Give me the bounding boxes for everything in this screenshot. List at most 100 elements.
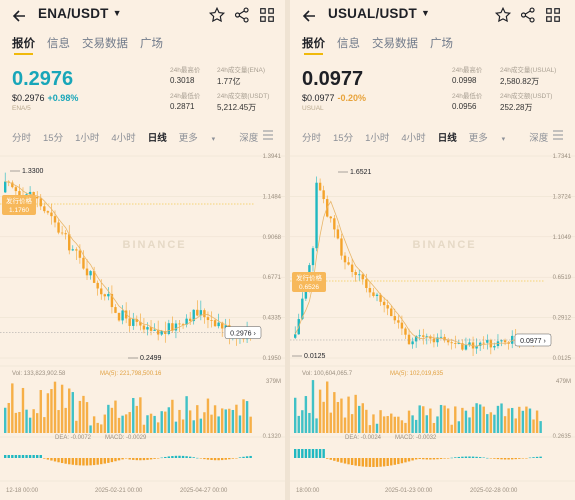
candle xyxy=(301,298,304,320)
macd-bar xyxy=(114,458,117,462)
volume-bar xyxy=(340,398,343,433)
tab-info[interactable]: 信息 xyxy=(47,38,70,50)
macd-bar xyxy=(493,458,496,459)
pair-selector[interactable]: USUAL/USDT ▼ xyxy=(328,6,430,21)
candle xyxy=(457,343,461,344)
grid-icon[interactable] xyxy=(258,6,276,24)
tab-trading-data[interactable]: 交易数据 xyxy=(82,38,128,50)
macd-bar xyxy=(468,456,471,458)
macd-bar xyxy=(217,458,220,461)
tf-15m[interactable]: 15分 xyxy=(43,133,64,144)
volume-bar xyxy=(196,405,199,433)
macd-bar xyxy=(11,455,14,458)
volume-bar xyxy=(301,410,304,433)
volume-bar xyxy=(164,411,167,433)
candle xyxy=(358,274,361,276)
candlestick-chart[interactable]: 1.7341 1.3724 1.1049 0.6519 0.2912 0.0125 BINA… xyxy=(290,148,575,498)
volume-readout: Vol: 100,604,065.7 xyxy=(302,371,353,377)
tab-square[interactable]: 广场 xyxy=(140,38,163,50)
volume-bar xyxy=(429,408,432,433)
candle xyxy=(82,257,85,269)
tab-quote[interactable]: 报价 xyxy=(302,38,325,50)
tf-1d[interactable]: 日线 xyxy=(147,133,167,144)
volume-bar xyxy=(446,408,450,433)
volume-bar xyxy=(121,415,124,433)
tf-more[interactable]: 更多 ▾ xyxy=(468,133,506,144)
macd-bar xyxy=(224,458,227,460)
volume-bar xyxy=(110,407,114,433)
tab-square[interactable]: 广场 xyxy=(430,38,453,50)
chart-settings-icon[interactable] xyxy=(551,128,565,142)
macd-bar xyxy=(311,449,315,458)
volume-bar xyxy=(96,422,99,433)
volume-bar xyxy=(450,424,453,433)
candle xyxy=(404,328,407,335)
axis-label: 1.3724 xyxy=(553,194,572,200)
volume-bar xyxy=(304,396,308,433)
star-icon[interactable] xyxy=(208,6,226,24)
macd-bar xyxy=(36,455,39,458)
candle xyxy=(382,301,386,306)
current-price-label: 0.2976 › xyxy=(230,331,256,338)
candlestick-chart[interactable]: 1.3941 1.1484 0.9068 0.6771 0.4335 0.1950 BINA… xyxy=(0,148,285,498)
tf-1d[interactable]: 日线 xyxy=(437,133,457,144)
issue-price-tag xyxy=(2,195,36,215)
tf-1h[interactable]: 1小时 xyxy=(75,133,100,144)
macd-bar xyxy=(64,458,67,464)
candle xyxy=(368,288,372,293)
macd-bar xyxy=(407,458,411,462)
macd-bar xyxy=(164,456,167,458)
candle xyxy=(75,249,78,251)
pair-label: ENA/USDT xyxy=(38,6,109,21)
macd-bar xyxy=(429,458,432,460)
tf-15m[interactable]: 15分 xyxy=(333,133,354,144)
volume-bar xyxy=(372,414,375,433)
tf-more[interactable]: 更多 ▾ xyxy=(178,133,216,144)
volume-bar xyxy=(475,403,478,433)
tf-depth[interactable]: 深度 xyxy=(529,133,549,144)
tf-1h[interactable]: 1小时 xyxy=(365,133,390,144)
panel-divider xyxy=(285,0,290,500)
candle xyxy=(60,232,64,234)
date-label: 2025-02-21 00:00 xyxy=(95,488,143,494)
tab-trading-data[interactable]: 交易数据 xyxy=(372,38,418,50)
tab-quote[interactable]: 报价 xyxy=(12,38,35,50)
candle xyxy=(213,320,217,327)
tf-line[interactable]: 分时 xyxy=(12,133,32,144)
chart-settings-icon[interactable] xyxy=(261,128,275,142)
tf-line[interactable]: 分时 xyxy=(302,133,322,144)
volume-bar xyxy=(471,406,475,433)
back-arrow-icon[interactable] xyxy=(300,6,320,26)
share-icon[interactable] xyxy=(233,6,251,24)
volume-bar xyxy=(535,410,539,433)
volume-bar xyxy=(514,418,517,433)
share-icon[interactable] xyxy=(519,6,537,24)
max-price-label: 1.3300 xyxy=(22,168,44,175)
volume-bar xyxy=(181,419,185,433)
star-icon[interactable] xyxy=(494,6,512,24)
volume-bar xyxy=(174,421,178,433)
pair-label: USUAL/USDT xyxy=(328,6,417,21)
macd-bar xyxy=(375,458,379,467)
macd-bar xyxy=(14,455,18,458)
tab-info[interactable]: 信息 xyxy=(337,38,360,50)
tf-4h[interactable]: 4小时 xyxy=(401,133,426,144)
tf-depth[interactable]: 深度 xyxy=(239,133,259,144)
macd-bar xyxy=(457,456,461,458)
volume-bar xyxy=(46,393,50,433)
macd-bar xyxy=(185,456,188,458)
candle xyxy=(203,310,206,318)
volume-bar xyxy=(199,418,203,433)
back-arrow-icon[interactable] xyxy=(10,6,30,26)
tf-4h[interactable]: 4小时 xyxy=(111,133,136,144)
macd-bar xyxy=(436,458,439,460)
volume-bar xyxy=(53,381,57,433)
macd-bar xyxy=(85,458,89,466)
macd-bar xyxy=(96,458,99,465)
grid-icon[interactable] xyxy=(544,6,562,24)
pair-selector[interactable]: ENA/USDT ▼ xyxy=(38,6,122,21)
usd-price: $0.0977 xyxy=(302,93,335,103)
macd-bar xyxy=(181,455,185,458)
volume-bar xyxy=(390,413,393,433)
macd-bar xyxy=(213,458,217,461)
